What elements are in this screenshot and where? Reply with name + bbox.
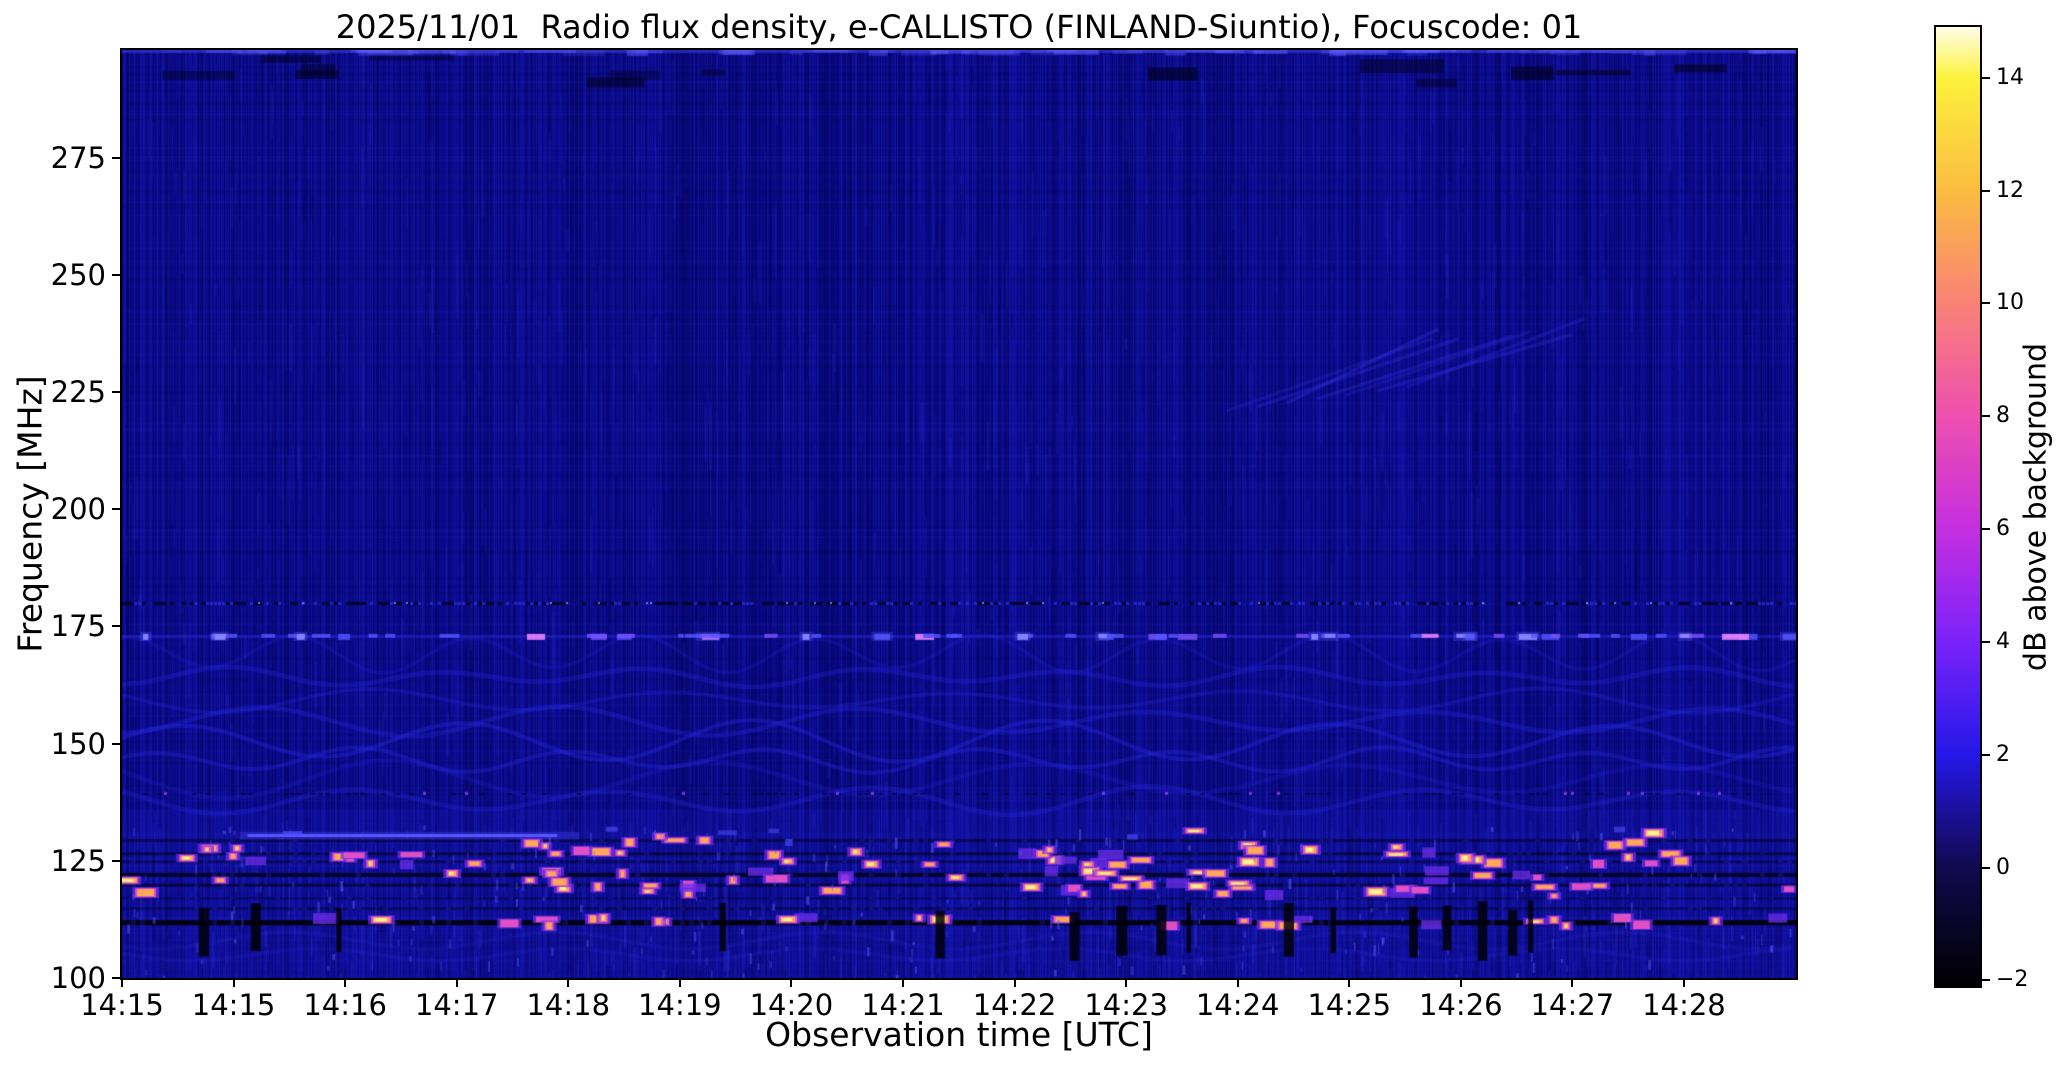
x-tick-mark <box>1013 978 1016 987</box>
x-tick-label: 14:15 <box>80 988 164 1022</box>
x-tick-label: 14:20 <box>749 988 834 1022</box>
colorbar-tick-label: −2 <box>1996 967 2029 993</box>
y-tick-mark <box>112 859 121 862</box>
chart-title: 2025/11/01 Radio flux density, e-CALLIST… <box>335 8 1583 46</box>
y-tick-mark <box>112 273 121 276</box>
x-tick-mark <box>901 978 904 987</box>
y-tick-mark <box>112 977 121 979</box>
colorbar-tick-label: 6 <box>1996 516 2010 542</box>
y-tick-label: 125 <box>50 843 106 878</box>
y-tick-label: 225 <box>50 375 106 410</box>
colorbar-label: dB above background <box>2018 342 2054 672</box>
colorbar-tick-label: 12 <box>1996 177 2024 203</box>
x-tick-label: 14:22 <box>972 988 1057 1022</box>
x-tick-label: 14:17 <box>414 988 499 1022</box>
y-tick-label: 175 <box>50 609 106 644</box>
x-tick-mark <box>121 978 123 987</box>
x-tick-label: 14:27 <box>1530 988 1615 1022</box>
x-tick-mark <box>1571 978 1574 987</box>
colorbar-tick-label: 14 <box>1996 64 2024 90</box>
x-tick-label: 14:25 <box>1307 988 1392 1022</box>
y-tick-label: 250 <box>50 257 106 292</box>
colorbar-tick-mark <box>1982 979 1990 982</box>
x-tick-label: 14:15 <box>191 988 276 1022</box>
colorbar-tick-mark <box>1982 866 1990 869</box>
x-tick-mark <box>344 978 347 987</box>
x-axis-label: Observation time [UTC] <box>765 1015 1153 1054</box>
x-tick-mark <box>1125 978 1128 987</box>
colorbar-tick-label: 4 <box>1996 628 2010 654</box>
colorbar-tick-label: 8 <box>1996 403 2010 429</box>
spectrogram-canvas <box>122 50 1796 978</box>
x-tick-mark <box>678 978 681 987</box>
x-tick-mark <box>232 978 235 987</box>
y-tick-mark <box>112 156 121 159</box>
colorbar-tick-mark <box>1982 302 1990 305</box>
y-tick-mark <box>112 625 121 628</box>
colorbar-tick-label: 10 <box>1996 290 2024 316</box>
x-tick-label: 14:28 <box>1642 988 1726 1022</box>
y-tick-mark <box>112 391 121 394</box>
y-tick-label: 275 <box>50 140 106 175</box>
colorbar-tick-mark <box>1982 76 1990 79</box>
colorbar <box>1934 25 1982 988</box>
y-tick-label: 200 <box>50 492 106 527</box>
x-tick-mark <box>1459 978 1462 987</box>
x-tick-label: 14:16 <box>303 988 387 1022</box>
y-tick-label: 100 <box>50 961 106 995</box>
x-tick-label: 14:26 <box>1419 988 1503 1022</box>
colorbar-tick-label: 0 <box>1996 854 2010 880</box>
colorbar-tick-mark <box>1982 753 1990 756</box>
x-tick-label: 14:23 <box>1084 988 1168 1022</box>
y-axis-label: Frequency [MHz] <box>10 375 50 653</box>
x-tick-mark <box>1682 978 1685 987</box>
colorbar-tick-mark <box>1982 189 1990 192</box>
x-tick-label: 14:18 <box>526 988 611 1022</box>
x-tick-label: 14:24 <box>1195 988 1280 1022</box>
y-tick-mark <box>112 742 121 745</box>
x-tick-mark <box>455 978 458 987</box>
colorbar-tick-mark <box>1982 528 1990 531</box>
x-tick-mark <box>567 978 570 987</box>
x-tick-mark <box>1236 978 1239 987</box>
colorbar-tick-mark <box>1982 415 1990 418</box>
colorbar-tick-label: 2 <box>1996 741 2010 767</box>
x-tick-label: 14:21 <box>861 988 945 1022</box>
y-tick-mark <box>112 508 121 511</box>
x-tick-mark <box>790 978 793 987</box>
x-tick-mark <box>1348 978 1351 987</box>
x-tick-label: 14:19 <box>638 988 722 1022</box>
colorbar-tick-mark <box>1982 640 1990 643</box>
y-tick-label: 150 <box>50 726 106 761</box>
